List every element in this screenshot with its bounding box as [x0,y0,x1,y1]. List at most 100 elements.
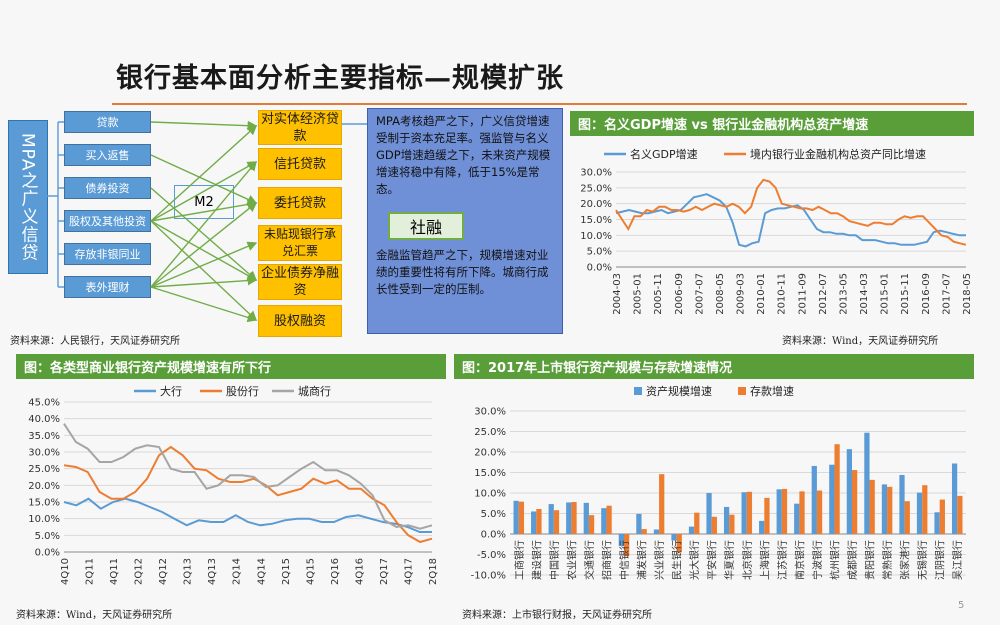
y-tick-label: 45.0% [28,398,60,409]
x-tick-label: 民生银行 [671,540,684,580]
bar-asset-growth [601,508,607,534]
x-tick-label: 2008-05 [715,273,726,315]
bar-asset-growth [811,465,817,534]
x-tick-label: 2005-01 [633,273,644,315]
y-tick-label: 5.0% [35,531,60,542]
x-tick-label: 张家港行 [899,540,912,580]
dest-real-economy-loans: 对实体经济贷款 [258,110,342,145]
note-bottom-text: 金融监管趋严之下，规模增速对业绩的重要性将有所下降。城商行成长性受到一定的压制。 [376,248,549,296]
y-tick-label: -10.0% [471,571,506,582]
bar-asset-growth [776,489,782,534]
legend-label: 资产规模增速 [646,384,712,398]
bar-deposit-growth [571,502,577,534]
x-tick-label: 2006-09 [674,273,685,315]
source-box-offbalance-wmp: 表外理财 [64,276,151,298]
bar-deposit-growth [799,491,805,534]
x-tick-label: 2Q11 [85,558,96,585]
bar-deposit-growth [729,514,735,534]
bank-types-chart-title: 图：各类型商业银行资产规模增速有所下行 [16,354,446,379]
bar-asset-growth [759,520,765,534]
x-tick-label: 4Q17 [403,558,414,585]
x-tick-label: 交通银行 [583,540,596,580]
bar-asset-growth [618,534,624,546]
y-tick-label: 25.0% [28,464,60,475]
x-tick-label: 吴江银行 [951,540,964,580]
y-tick-label: 20.0% [474,448,506,459]
x-tick-label: 上海银行 [758,540,771,580]
y-tick-label: -5.0% [477,550,506,561]
legend-swatch [634,387,642,395]
bar-deposit-growth [922,485,928,534]
x-tick-label: 2005-11 [653,273,664,315]
page-title: 银行基本面分析主要指标—规模扩张 [116,63,564,94]
gdp-chart: 名义GDP增速 境内银行业金融机构总资产同比增速 0.0% 5.0% 10.0% 15.0… [580,147,973,315]
x-tick-label: 4Q16 [354,558,365,585]
bar-deposit-growth [588,515,595,534]
x-tick-label: 4Q12 [158,558,169,585]
y-tick-label: 0.0% [35,548,60,559]
bar-asset-growth [548,504,554,534]
x-tick-label: 南京银行 [793,540,806,580]
bank-types-chart-source: 资料来源：Wind，天风证券研究所 [16,610,173,621]
bar-asset-growth [653,529,660,534]
y-tick-label: 25.0% [474,427,506,438]
bar-deposit-growth [641,529,647,534]
x-tick-label: 杭州银行 [828,540,841,580]
dest-equity-financing: 股权融资 [258,305,342,337]
listed-banks-chart-source: 资料来源：上市银行财报，天风证券研究所 [462,610,652,621]
gdp-chart-title: 图：名义GDP增速 vs 银行业金融机构总资产增速 [570,111,974,136]
bar-asset-growth [583,502,589,534]
x-tick-label: 北京银行 [741,540,754,580]
y-tick-label: 15.0% [474,468,506,479]
bar-deposit-growth [852,470,858,534]
x-tick-label: 2Q13 [183,558,194,585]
y-tick-label: 10.0% [474,489,506,500]
y-tick-label: 40.0% [28,414,60,425]
bar-deposit-growth [711,516,717,534]
title-divider [112,103,967,105]
bar-asset-growth [531,511,537,534]
x-tick-label: 华夏银行 [723,540,736,580]
series-line-2 [63,445,433,544]
dest-corporate-bonds: 企业债券净融资 [258,264,342,300]
diagram-arrows [46,120,370,323]
bank-types-chart: 大行 股份行 城商行 0.0% 5.0% 10.0% 15.0% 20.0% 25.0% 30.0… [28,384,439,585]
mpa-side-label: MPA之广义信贷 [8,120,48,274]
bar-deposit-growth [869,479,875,534]
x-tick-label: 2Q14 [232,558,243,585]
social-financing-label: 社融 [388,212,464,240]
bar-deposit-growth [694,512,700,534]
x-tick-label: 2Q16 [330,558,341,585]
bar-deposit-growth [764,497,770,534]
series-line-3 [63,423,433,530]
legend-label: 名义GDP增速 [630,147,698,161]
bar-deposit-growth [746,491,753,534]
bar-asset-growth [951,463,958,534]
x-tick-label: 2016-09 [921,273,932,315]
x-tick-label: 宁波银行 [811,540,824,580]
x-tick-label: 2010-11 [777,273,788,315]
series-line-2 [615,178,967,246]
x-tick-label: 江阴银行 [934,540,947,580]
x-tick-label: 江苏银行 [776,540,789,580]
x-tick-label: 兴业银行 [653,540,666,580]
x-tick-label: 2013-05 [838,273,849,315]
source-box-equity-investment: 股权及其他投资 [64,210,151,232]
bar-asset-growth [846,449,852,534]
bar-deposit-growth [904,501,910,534]
y-tick-label: 25.0% [580,183,612,194]
bar-asset-growth [688,526,695,534]
x-tick-label: 2018-05 [962,273,973,315]
x-tick-label: 2012-07 [818,273,829,315]
x-tick-label: 2015-01 [880,273,891,315]
legend-swatch [738,387,746,395]
bar-deposit-growth [553,510,560,534]
y-tick-label: 0.0% [587,263,612,274]
x-tick-label: 中国银行 [548,540,561,580]
x-tick-label: 工商银行 [513,540,526,580]
page-number: 5 [958,600,965,611]
legend-label: 大行 [160,384,182,398]
bar-asset-growth [864,432,870,534]
x-tick-label: 无锡银行 [916,540,929,580]
y-tick-label: 20.0% [28,481,60,492]
